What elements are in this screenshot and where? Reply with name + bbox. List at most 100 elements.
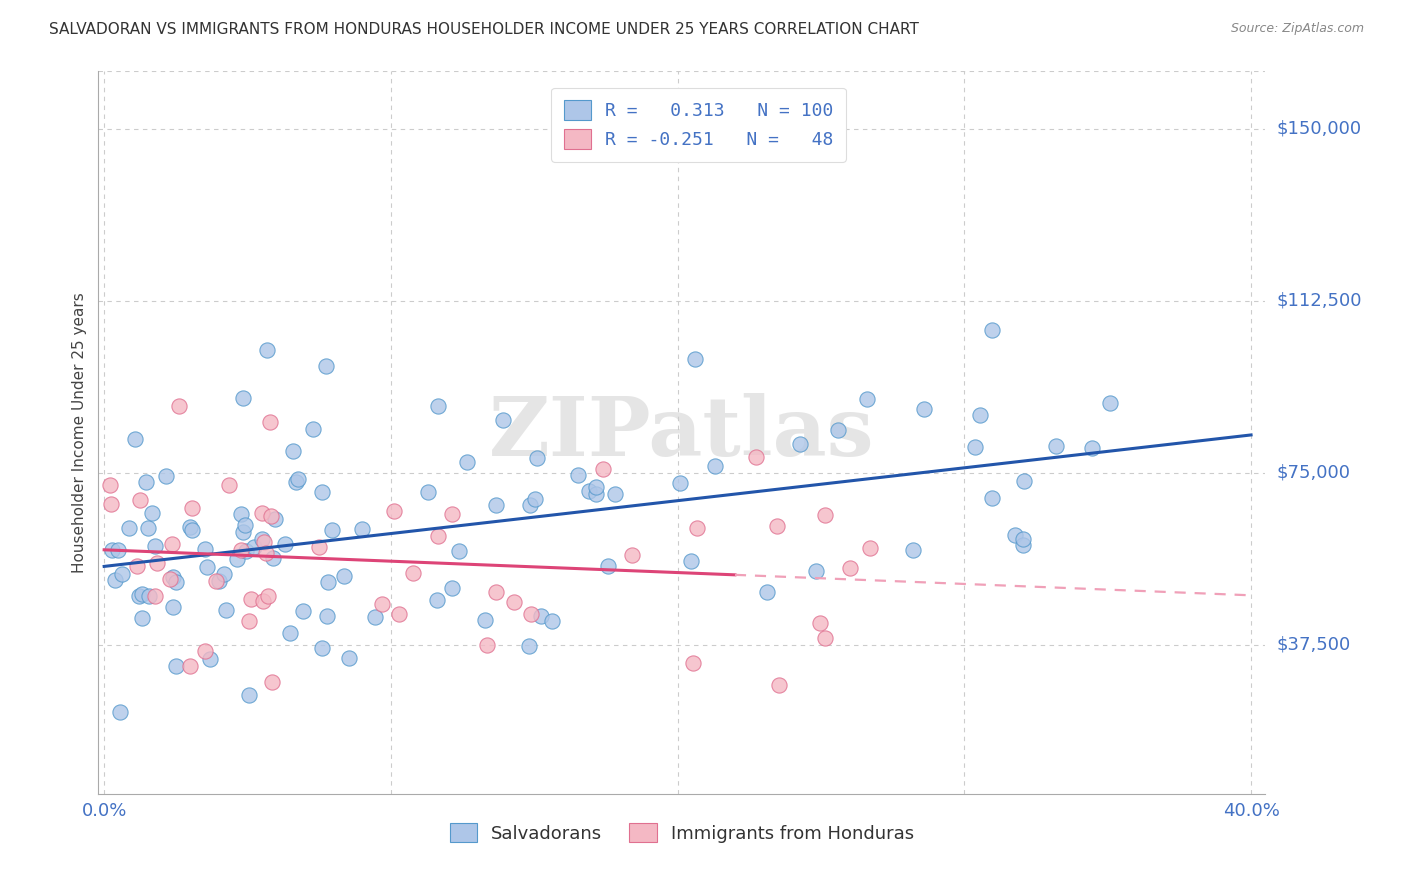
Point [484, 498, 506, 512]
Point [180, 523, 202, 537]
Point [364, 610, 387, 624]
Point [321, 523, 343, 537]
Point [165, 575, 187, 590]
Text: SALVADORAN VS IMMIGRANTS FROM HONDURAS HOUSEHOLDER INCOME UNDER 25 YEARS CORRELA: SALVADORAN VS IMMIGRANTS FROM HONDURAS H… [49, 22, 920, 37]
Text: $75,000: $75,000 [1277, 464, 1351, 482]
Point [231, 542, 253, 557]
Text: $150,000: $150,000 [1277, 120, 1361, 137]
Point [474, 613, 496, 627]
Point [155, 469, 177, 483]
Point [441, 508, 464, 522]
Point [165, 659, 187, 673]
Point [143, 589, 166, 603]
Point [603, 487, 626, 501]
Point [333, 569, 356, 583]
Text: ZIPatlas: ZIPatlas [489, 392, 875, 473]
Point [118, 521, 141, 535]
Point [755, 585, 778, 599]
Point [100, 497, 122, 511]
Point [252, 593, 274, 607]
Point [855, 392, 877, 406]
Legend: Salvadorans, Immigrants from Honduras: Salvadorans, Immigrants from Honduras [443, 815, 921, 850]
Point [284, 475, 307, 489]
Point [901, 542, 924, 557]
Text: $37,500: $37,500 [1277, 636, 1351, 654]
Point [765, 519, 787, 533]
Point [441, 581, 464, 595]
Point [138, 589, 160, 603]
Point [159, 572, 181, 586]
Point [585, 480, 607, 494]
Point [519, 498, 541, 512]
Point [215, 603, 238, 617]
Text: $112,500: $112,500 [1277, 292, 1362, 310]
Point [131, 587, 153, 601]
Point [526, 450, 548, 465]
Point [339, 650, 361, 665]
Point [287, 472, 309, 486]
Point [194, 541, 217, 556]
Point [814, 631, 837, 645]
Point [981, 491, 1004, 505]
Point [218, 478, 240, 492]
Point [416, 484, 439, 499]
Point [195, 560, 218, 574]
Point [965, 441, 987, 455]
Point [315, 608, 337, 623]
Point [292, 604, 315, 618]
Point [311, 485, 333, 500]
Point [517, 639, 540, 653]
Point [592, 461, 614, 475]
Point [131, 611, 153, 625]
Point [402, 566, 425, 580]
Point [278, 626, 301, 640]
Point [104, 574, 127, 588]
Point [262, 674, 284, 689]
Point [596, 559, 619, 574]
Y-axis label: Householder Income Under 25 years: Householder Income Under 25 years [72, 293, 87, 573]
Point [427, 400, 450, 414]
Point [125, 559, 148, 574]
Point [704, 458, 727, 473]
Point [98, 478, 121, 492]
Point [578, 484, 600, 499]
Point [262, 550, 284, 565]
Point [669, 476, 692, 491]
Point [683, 351, 706, 366]
Point [1012, 533, 1035, 547]
Point [308, 541, 330, 555]
Point [1080, 441, 1102, 455]
Point [162, 599, 184, 614]
Point [253, 534, 276, 549]
Point [259, 509, 281, 524]
Point [371, 598, 394, 612]
Point [264, 512, 287, 526]
Point [226, 551, 249, 566]
Point [232, 524, 254, 539]
Point [233, 518, 256, 533]
Point [107, 542, 129, 557]
Point [243, 540, 266, 554]
Point [232, 391, 254, 405]
Point [254, 545, 277, 559]
Point [859, 541, 882, 556]
Point [530, 608, 553, 623]
Point [316, 575, 339, 590]
Point [162, 570, 184, 584]
Point [520, 607, 543, 621]
Point [768, 678, 790, 692]
Point [789, 437, 811, 451]
Point [238, 689, 260, 703]
Point [302, 422, 325, 436]
Point [181, 500, 204, 515]
Point [745, 450, 768, 464]
Point [240, 591, 263, 606]
Point [257, 589, 280, 603]
Point [492, 412, 515, 426]
Point [256, 343, 278, 358]
Point [1012, 538, 1035, 552]
Point [523, 491, 546, 506]
Point [682, 656, 704, 670]
Point [129, 492, 152, 507]
Point [1004, 528, 1026, 542]
